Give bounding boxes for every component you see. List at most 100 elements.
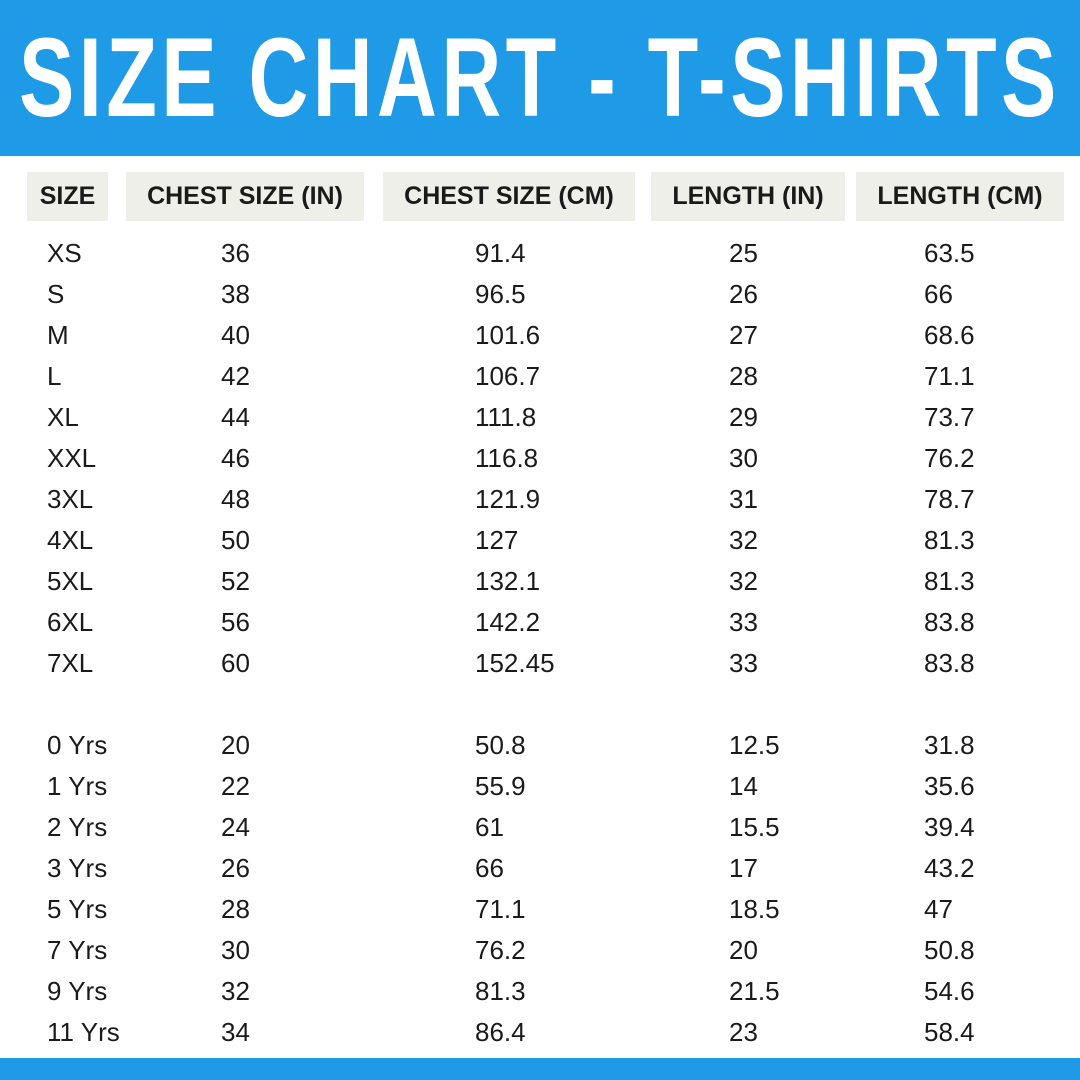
table-row: 11 Yrs 34 86.4 23 58.4 (0, 1012, 1080, 1053)
page-title: SIZE CHART - T-SHIRTS (19, 15, 1061, 140)
cell-length-in: 32 (729, 566, 758, 596)
table-row: 3XL 48 121.9 31 78.7 (0, 479, 1080, 520)
table-row: 2 Yrs 24 61 15.5 39.4 (0, 807, 1080, 848)
cell-chest-in: 50 (221, 525, 250, 555)
cell-size: 9 Yrs (47, 976, 108, 1006)
cell-chest-cm: 61 (475, 812, 504, 842)
cell-size: S (47, 279, 65, 309)
cell-length-cm: 83.8 (924, 648, 975, 678)
column-header-length-in: LENGTH (IN) (651, 172, 845, 221)
cell-size: M (47, 320, 69, 350)
cell-size: 3XL (47, 484, 94, 514)
cell-chest-in: 56 (221, 607, 250, 637)
cell-chest-in: 46 (221, 443, 250, 473)
title-banner: SIZE CHART - T-SHIRTS (0, 0, 1080, 156)
cell-chest-in: 38 (221, 279, 250, 309)
cell-chest-cm: 116.8 (475, 443, 539, 473)
cell-length-in: 31 (729, 484, 758, 514)
table-row: 7XL 60 152.45 33 83.8 (0, 643, 1080, 684)
footer-bar (0, 1058, 1080, 1080)
cell-length-in: 29 (729, 402, 758, 432)
cell-length-in: 21.5 (729, 976, 780, 1006)
cell-length-in: 23 (729, 1017, 758, 1047)
column-header-chest-in: CHEST SIZE (IN) (126, 172, 364, 221)
cell-size: 11 Yrs (47, 1017, 120, 1047)
cell-chest-cm: 50.8 (475, 730, 526, 760)
cell-size: 5 Yrs (47, 894, 108, 924)
table-row: XL 44 111.8 29 73.7 (0, 397, 1080, 438)
cell-chest-cm: 55.9 (475, 771, 526, 801)
cell-chest-in: 24 (221, 812, 250, 842)
cell-chest-cm: 152.45 (475, 648, 555, 678)
cell-length-in: 32 (729, 525, 758, 555)
cell-length-in: 30 (729, 443, 758, 473)
cell-length-cm: 68.6 (924, 320, 975, 350)
cell-length-in: 27 (729, 320, 758, 350)
cell-chest-in: 34 (221, 1017, 250, 1047)
cell-size: 4XL (47, 525, 94, 555)
cell-chest-cm: 66 (475, 853, 504, 883)
cell-chest-in: 36 (221, 238, 250, 268)
cell-length-in: 14 (729, 771, 758, 801)
cell-length-in: 25 (729, 238, 758, 268)
cell-length-cm: 63.5 (924, 238, 975, 268)
cell-chest-in: 26 (221, 853, 250, 883)
cell-chest-in: 44 (221, 402, 250, 432)
cell-length-cm: 83.8 (924, 607, 975, 637)
cell-chest-cm: 71.1 (475, 894, 526, 924)
cell-chest-cm: 76.2 (475, 935, 526, 965)
cell-chest-cm: 96.5 (475, 279, 526, 309)
cell-chest-cm: 81.3 (475, 976, 526, 1006)
table-row: L 42 106.7 28 71.1 (0, 356, 1080, 397)
cell-size: 5XL (47, 566, 94, 596)
cell-length-in: 12.5 (729, 730, 780, 760)
cell-length-cm: 78.7 (924, 484, 975, 514)
table-row: M 40 101.6 27 68.6 (0, 315, 1080, 356)
cell-length-cm: 73.7 (924, 402, 975, 432)
cell-chest-cm: 142.2 (475, 607, 541, 637)
table-row: 4XL 50 127 32 81.3 (0, 520, 1080, 561)
cell-size: XL (47, 402, 79, 432)
table-row: S 38 96.5 26 66 (0, 274, 1080, 315)
table-row: XS 36 91.4 25 63.5 (0, 233, 1080, 274)
cell-length-cm: 35.6 (924, 771, 975, 801)
column-header-size: SIZE (27, 172, 108, 221)
cell-length-in: 26 (729, 279, 758, 309)
cell-size: 2 Yrs (47, 812, 108, 842)
cell-size: 7 Yrs (47, 935, 108, 965)
cell-length-cm: 54.6 (924, 976, 975, 1006)
cell-length-cm: 81.3 (924, 566, 975, 596)
cell-size: XXL (47, 443, 97, 473)
cell-size: 3 Yrs (47, 853, 108, 883)
cell-chest-in: 28 (221, 894, 250, 924)
table-row: 5 Yrs 28 71.1 18.5 47 (0, 889, 1080, 930)
cell-length-cm: 47 (924, 894, 953, 924)
cell-length-in: 17 (729, 853, 758, 883)
cell-chest-cm: 132.1 (475, 566, 541, 596)
cell-length-cm: 39.4 (924, 812, 975, 842)
cell-length-cm: 66 (924, 279, 953, 309)
cell-length-in: 33 (729, 607, 758, 637)
cell-length-cm: 81.3 (924, 525, 975, 555)
table-row: XXL 46 116.8 30 76.2 (0, 438, 1080, 479)
cell-size: XS (47, 238, 82, 268)
table-row: 0 Yrs 20 50.8 12.5 31.8 (0, 725, 1080, 766)
cell-chest-cm: 91.4 (475, 238, 526, 268)
cell-chest-cm: 111.8 (475, 402, 537, 432)
column-header-chest-cm: CHEST SIZE (CM) (383, 172, 635, 221)
table-row: 5XL 52 132.1 32 81.3 (0, 561, 1080, 602)
cell-chest-cm: 127 (475, 525, 519, 555)
cell-length-in: 28 (729, 361, 758, 391)
cell-size: 1 Yrs (47, 771, 108, 801)
cell-size: L (47, 361, 62, 391)
cell-length-cm: 76.2 (924, 443, 975, 473)
table-row: 3 Yrs 26 66 17 43.2 (0, 848, 1080, 889)
cell-chest-cm: 101.6 (475, 320, 541, 350)
cell-chest-in: 22 (221, 771, 250, 801)
column-header-length-cm: LENGTH (CM) (856, 172, 1064, 221)
cell-size: 0 Yrs (47, 730, 108, 760)
cell-length-in: 15.5 (729, 812, 780, 842)
cell-chest-in: 52 (221, 566, 250, 596)
cell-chest-cm: 106.7 (475, 361, 541, 391)
cell-length-cm: 71.1 (924, 361, 975, 391)
